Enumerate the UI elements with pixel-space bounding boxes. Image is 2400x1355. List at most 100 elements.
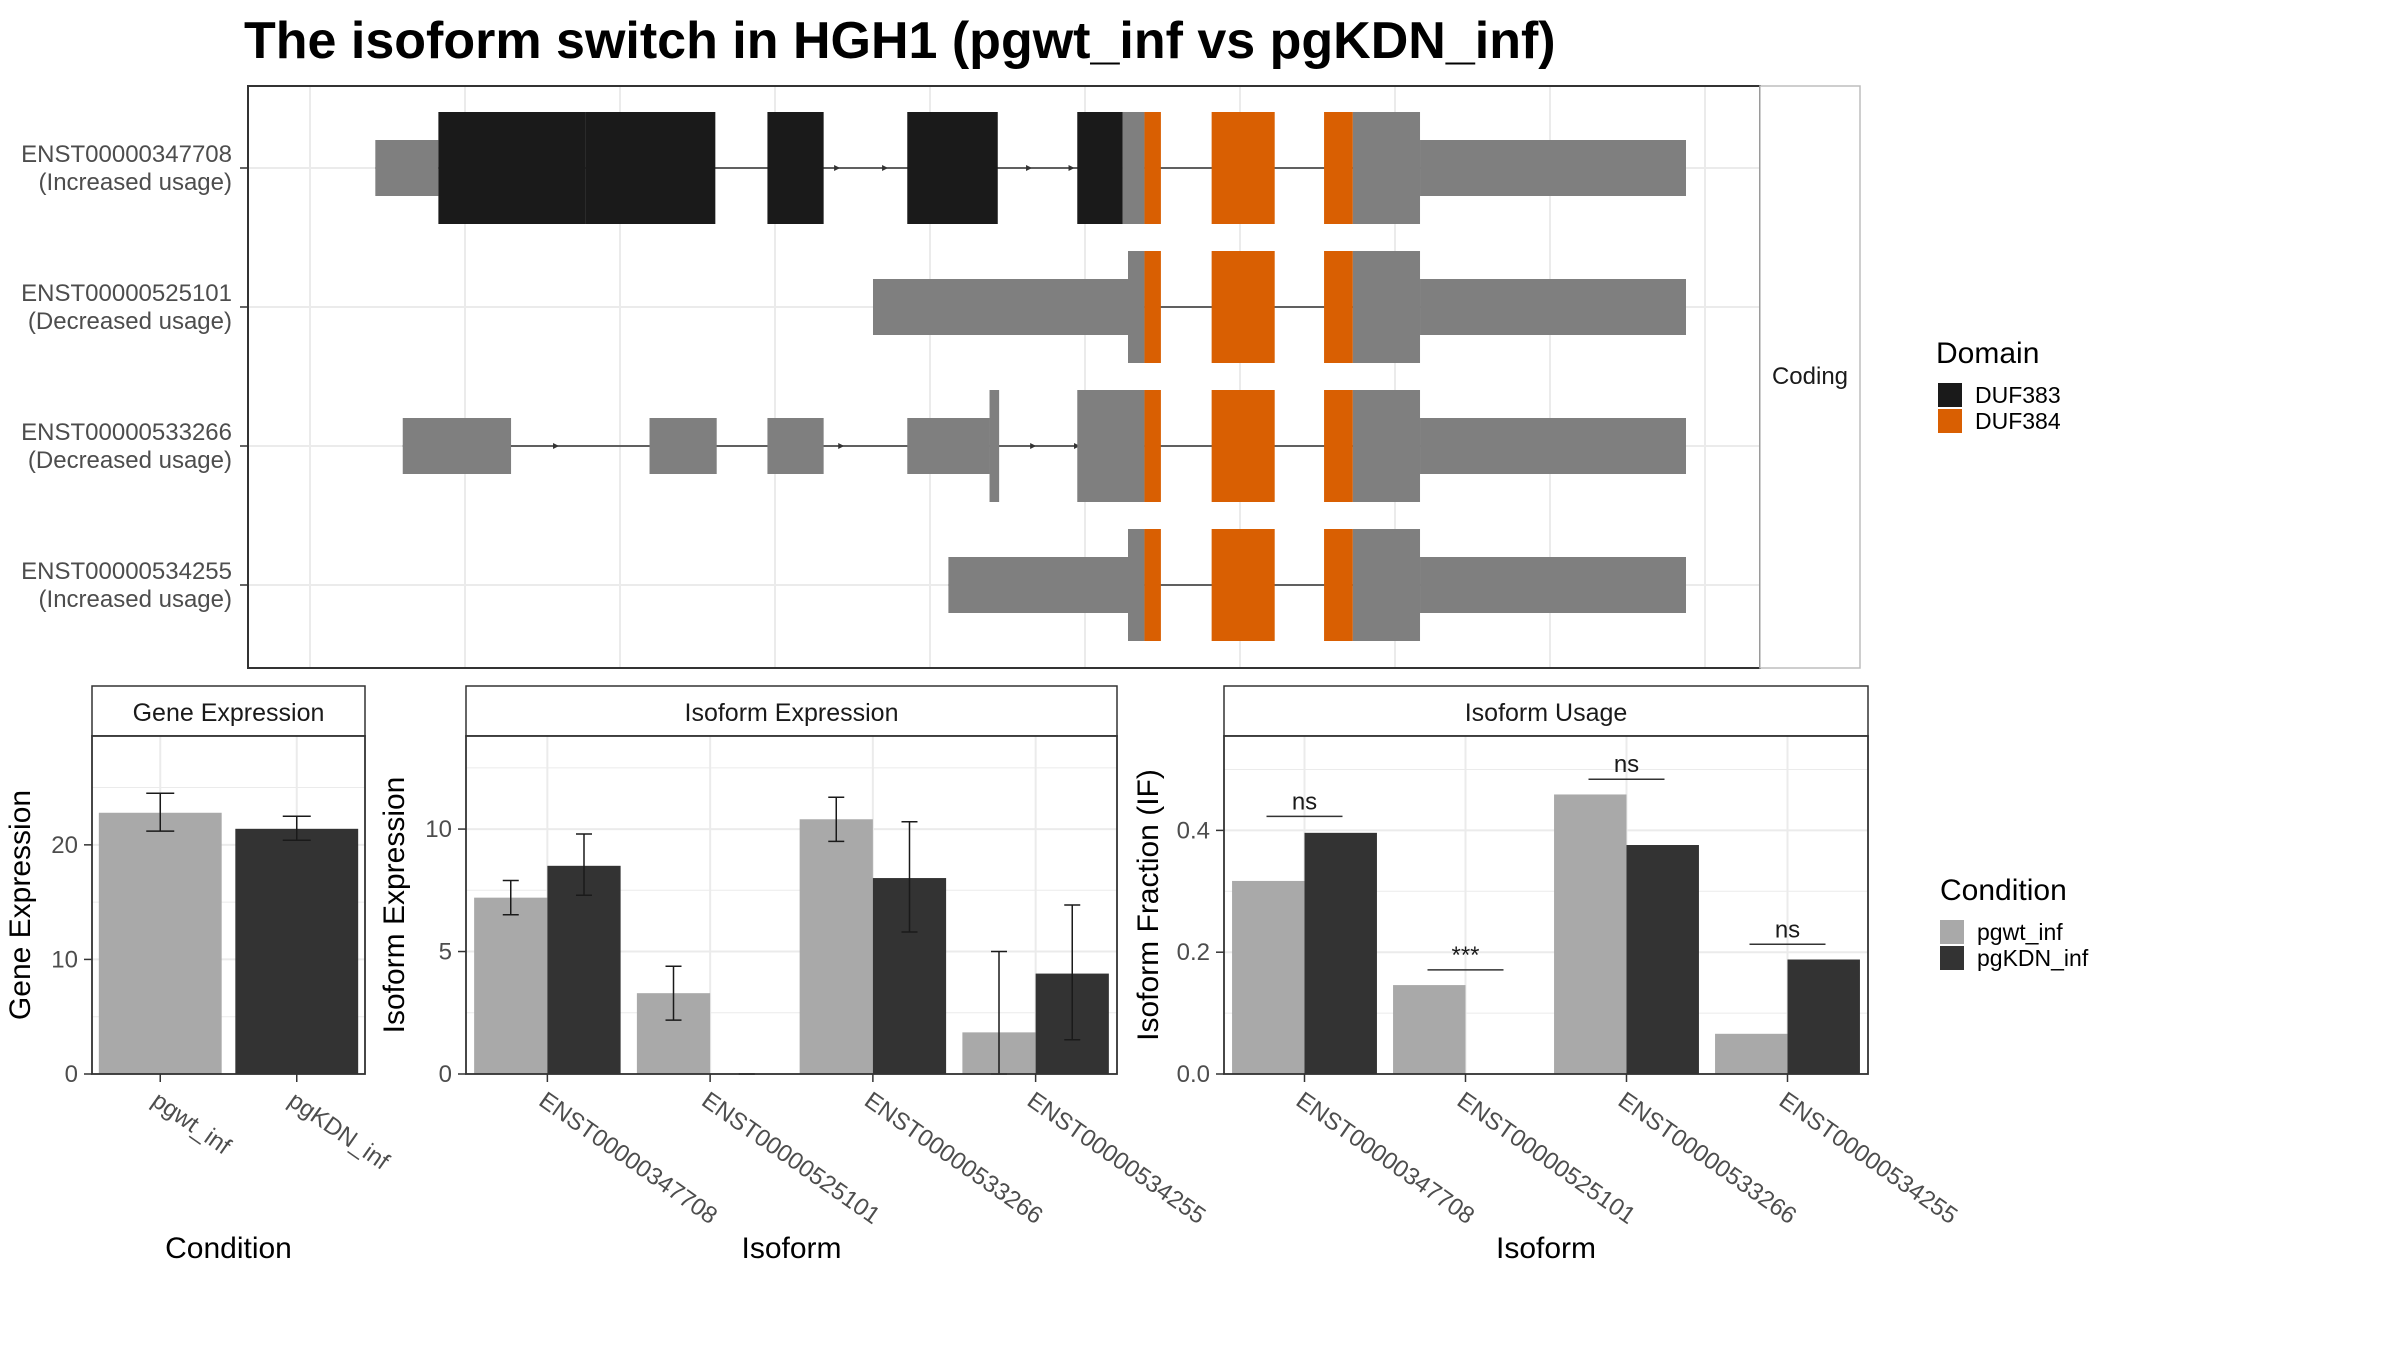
domain-legend-title: Domain: [1936, 337, 2039, 370]
exon-duf383: [438, 112, 586, 224]
bar-pgKDN_inf: [1626, 845, 1699, 1074]
panel-strip: [465, 685, 1118, 737]
figure-title: The isoform switch in HGH1 (pgwt_inf vs …: [244, 12, 1556, 70]
transcript-row: ENST00000534255(Increased usage): [21, 529, 1759, 641]
legend-item-label: pgwt_inf: [1977, 919, 2063, 945]
bar-pgwt_inf: [1554, 794, 1627, 1074]
significance-label: ns: [1775, 916, 1800, 943]
legend-key-pgKDN_inf: [1940, 946, 1964, 970]
y-tick-label: 0: [65, 1061, 78, 1088]
transcript-id-label: ENST00000533266: [21, 419, 232, 446]
significance-label: ns: [1292, 788, 1317, 815]
legend-key-DUF383: [1938, 383, 1962, 407]
legend-key-pgwt_inf: [1940, 920, 1964, 944]
exon-cds: [1352, 529, 1421, 641]
exon-duf384: [1144, 251, 1161, 363]
transcript-row: ENST00000347708(Increased usage): [21, 112, 1759, 224]
transcript-row: ENST00000533266(Decreased usage): [21, 390, 1759, 502]
panel-border: [1223, 735, 1869, 1075]
intron-arrow: [1068, 165, 1075, 171]
exon-duf383: [1077, 112, 1123, 224]
exon-utr: [767, 418, 824, 474]
exon-utr: [649, 418, 717, 474]
exon-cds: [1352, 251, 1421, 363]
exon-cds: [1128, 529, 1145, 641]
bar-pgwt_inf: [1393, 985, 1466, 1074]
exon-utr: [907, 418, 990, 474]
y-tick-label: 20: [51, 832, 78, 859]
bar-pgwt_inf: [474, 897, 548, 1074]
x-axis-title: Condition: [165, 1232, 292, 1265]
intron-arrow: [838, 443, 845, 449]
exon-utr: [948, 557, 1129, 613]
exon-duf384: [1211, 251, 1275, 363]
y-tick-label: 0.2: [1177, 939, 1210, 966]
transcript-usage-label: (Decreased usage): [28, 447, 232, 474]
exon-utr: [402, 418, 512, 474]
structure-strip: [1759, 85, 1861, 669]
exon-duf384: [1211, 390, 1275, 502]
bar-pgwt_inf: [1232, 880, 1305, 1074]
bar-pgwt_inf: [1715, 1033, 1788, 1074]
exon-cds: [1122, 112, 1145, 224]
y-tick-label: 5: [439, 939, 452, 966]
exon-duf384: [1144, 529, 1161, 641]
condition-legend-title: Condition: [1940, 874, 2067, 907]
bar-pgKDN_inf: [547, 865, 621, 1074]
exon-utr: [1420, 140, 1686, 196]
transcript-usage-label: (Decreased usage): [28, 308, 232, 335]
exon-cds: [1352, 390, 1421, 502]
exon-utr: [1420, 279, 1686, 335]
significance-label: ns: [1614, 751, 1639, 778]
intron-arrow: [1030, 443, 1037, 449]
x-axis-title: Isoform: [741, 1232, 841, 1265]
transcript-id-label: ENST00000347708: [21, 141, 232, 168]
exon-duf383: [767, 112, 824, 224]
bar-pgwt_inf: [799, 819, 873, 1074]
panel-strip-title: Gene Expression: [133, 699, 325, 727]
exon-duf384: [1211, 529, 1275, 641]
exon-duf383: [907, 112, 998, 224]
bar-pgKDN_inf: [1304, 832, 1377, 1074]
exon-duf384: [1324, 251, 1353, 363]
y-tick-label: 0.0: [1177, 1061, 1210, 1088]
y-tick-label: 0.4: [1177, 817, 1210, 844]
exon-duf384: [1144, 112, 1161, 224]
significance-label: ***: [1451, 942, 1479, 969]
y-tick-label: 10: [51, 946, 78, 973]
exon-utr: [1420, 557, 1686, 613]
panel-border: [91, 735, 366, 1075]
legend-item-label: DUF383: [1975, 382, 2061, 408]
y-axis-title: Isoform Expression: [378, 777, 411, 1034]
intron-arrow: [1026, 165, 1033, 171]
exon-duf384: [1324, 112, 1353, 224]
y-tick-label: 0: [439, 1061, 452, 1088]
legend-item-label: pgKDN_inf: [1977, 945, 2089, 971]
transcript-row: ENST00000525101(Decreased usage): [21, 251, 1759, 363]
legend-key-DUF384: [1938, 409, 1962, 433]
transcript-usage-label: (Increased usage): [39, 586, 232, 613]
bar-pgKDN_inf: [1787, 959, 1860, 1074]
bar-pgKDN_inf: [235, 828, 359, 1074]
transcript-id-label: ENST00000525101: [21, 280, 232, 307]
panel-strip: [91, 685, 366, 737]
exon-utr: [1420, 418, 1686, 474]
exon-cds: [1128, 251, 1145, 363]
exon-duf384: [1324, 390, 1353, 502]
exon-duf384: [1324, 529, 1353, 641]
x-axis-title: Isoform: [1496, 1232, 1596, 1265]
intron-arrow: [553, 443, 560, 449]
exon-duf384: [1144, 390, 1161, 502]
exon-cds: [989, 390, 1000, 502]
exon-utr: [375, 140, 439, 196]
intron-arrow: [882, 165, 889, 171]
y-tick-label: 10: [425, 816, 452, 843]
strip-label-coding: Coding: [1772, 363, 1848, 390]
intron-arrow: [1074, 443, 1081, 449]
